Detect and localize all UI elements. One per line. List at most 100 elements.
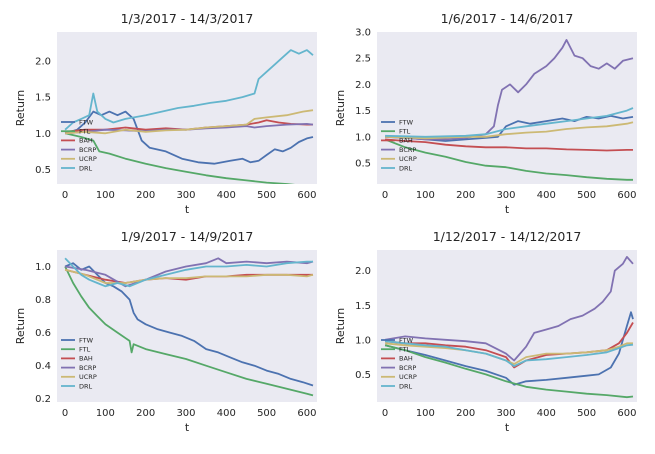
y-tick-label: 1.0	[355, 132, 371, 143]
subplot-1: 1/3/2017 - 14/3/2017 0 100 200 300 400 500 600 0…	[14, 11, 317, 216]
series-line-ftw	[64, 110, 314, 165]
subplot-2: 1/6/2017 - 14/6/2017 0 100 200 300 400 500 600 0…	[334, 11, 637, 216]
legend-label: BCRP	[79, 146, 96, 154]
x-tick-label: 600	[617, 190, 636, 201]
x-tick-label: 500	[577, 190, 596, 201]
y-tick-label: 0.5	[355, 159, 371, 170]
series-line-ftw	[385, 115, 634, 142]
chart-title: 1/12/2017 - 14/12/2017	[433, 229, 582, 244]
x-tick-label: 400	[537, 408, 556, 419]
series-line-ftw	[384, 311, 634, 386]
x-tick-label: 300	[176, 408, 195, 419]
series-line-ucrp	[385, 121, 634, 140]
x-axis-label: t	[185, 203, 190, 216]
x-tick-label: 100	[96, 408, 115, 419]
y-axis-label: Return	[14, 308, 27, 345]
legend-label: UCRP	[399, 373, 417, 381]
chart-title: 1/9/2017 - 14/9/2017	[121, 229, 254, 244]
x-tick-label: 500	[257, 190, 276, 201]
series-line-ucrp	[385, 342, 633, 365]
legend-label: DRL	[399, 382, 413, 390]
x-tick-label: 600	[617, 408, 636, 419]
y-tick-label: 0.5	[355, 370, 371, 381]
x-tick-label: 600	[297, 190, 316, 201]
legend-label: FTL	[399, 346, 411, 354]
legend-label: FTW	[399, 118, 414, 126]
x-tick-label: 100	[96, 190, 115, 201]
x-axis-label: t	[505, 421, 510, 434]
y-axis-label: Return	[14, 90, 27, 127]
y-tick-label: 1.0	[35, 129, 51, 140]
series-line-bcrp	[385, 39, 634, 141]
y-tick-label: 1.0	[355, 335, 371, 346]
y-tick-label: 1.5	[355, 301, 371, 312]
subplot-3: 1/9/2017 - 14/9/2017 0 100 200 300 400 500 600 0…	[14, 229, 317, 434]
y-axis-label: Return	[334, 308, 347, 345]
chart-title: 1/3/2017 - 14/3/2017	[121, 11, 254, 26]
y-tick-label: 0.4	[35, 361, 51, 372]
x-tick-label: 300	[176, 190, 195, 201]
series-line-ftl	[384, 344, 634, 399]
y-tick-label: 2.0	[355, 80, 371, 91]
x-tick-label: 100	[416, 190, 435, 201]
series-line-bcrp	[384, 255, 634, 362]
legend-label: BCRP	[399, 364, 416, 372]
legend-label: FTW	[399, 336, 414, 344]
legend-label: FTL	[79, 346, 91, 354]
x-tick-label: 400	[217, 408, 236, 419]
legend-label: UCRP	[399, 155, 417, 163]
series-line-ftl	[64, 266, 314, 397]
y-tick-label: 3.0	[355, 28, 371, 39]
y-tick-label: 0.5	[35, 165, 51, 176]
y-tick-label: 1.5	[35, 93, 51, 104]
x-tick-label: 200	[456, 408, 475, 419]
x-tick-label: 200	[456, 190, 475, 201]
x-axis-label: t	[185, 421, 190, 434]
y-tick-label: 2.5	[355, 54, 371, 65]
series-line-ftl	[384, 138, 633, 181]
legend-label: UCRP	[79, 155, 97, 163]
legend-label: BCRP	[79, 364, 96, 372]
legend-label: BAH	[79, 137, 93, 145]
subplot-4: 1/12/2017 - 14/12/2017 0 100 200 300 400 500 60…	[334, 229, 637, 434]
legend-label: BAH	[79, 355, 93, 363]
plot-area	[57, 32, 317, 184]
y-tick-label: 0.2	[35, 394, 51, 405]
legend-label: FTL	[79, 128, 91, 136]
plot-area	[377, 250, 637, 402]
series-line-ucrp	[64, 268, 314, 284]
legend-label: FTW	[79, 336, 94, 344]
series-line-bcrp	[64, 257, 314, 288]
x-tick-label: 200	[136, 408, 155, 419]
x-tick-label: 600	[297, 408, 316, 419]
legend-label: BAH	[399, 355, 413, 363]
series-line-drl	[385, 107, 634, 138]
x-tick-label: 200	[136, 190, 155, 201]
series-line-drl	[64, 257, 313, 288]
series-line-ftw	[64, 262, 314, 387]
y-tick-label: 1.0	[35, 262, 51, 273]
x-tick-label: 0	[382, 408, 388, 419]
x-tick-label: 500	[257, 408, 276, 419]
series-line-drl	[385, 340, 634, 367]
y-tick-label: 2.0	[35, 56, 51, 67]
legend-label: BAH	[399, 137, 413, 145]
x-tick-label: 100	[416, 408, 435, 419]
x-tick-label: 300	[496, 408, 515, 419]
x-tick-label: 500	[577, 408, 596, 419]
x-tick-label: 400	[537, 190, 556, 201]
legend-label: UCRP	[79, 373, 97, 381]
x-tick-label: 0	[382, 190, 388, 201]
series-line-ucrp	[65, 109, 314, 135]
y-tick-label: 0.8	[35, 295, 51, 306]
legend-label: FTL	[399, 128, 411, 136]
chart-title: 1/6/2017 - 14/6/2017	[441, 11, 574, 26]
legend-label: DRL	[79, 382, 93, 390]
x-tick-label: 0	[62, 190, 68, 201]
